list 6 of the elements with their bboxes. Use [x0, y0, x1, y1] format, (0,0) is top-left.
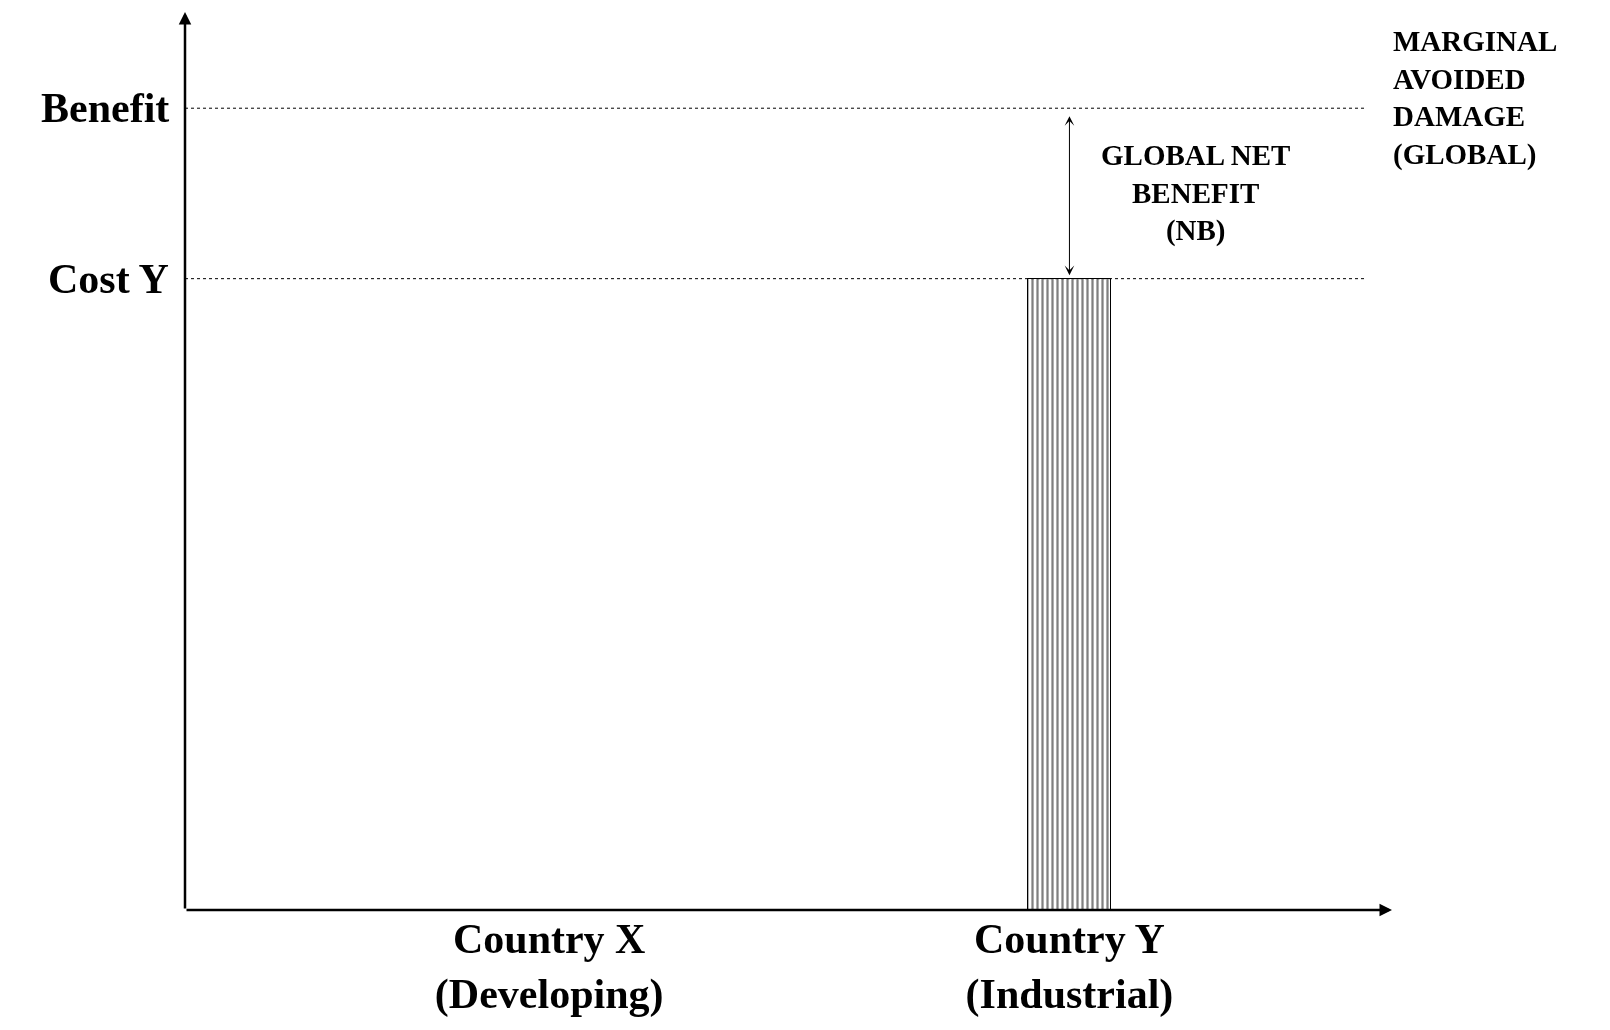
- x-tick-label: Country Y (Industrial): [965, 916, 1174, 1018]
- x-tick-label: Country X (Developing): [434, 916, 664, 1018]
- ref-line-label: Cost Y: [48, 256, 169, 302]
- text: MARGINAL AVOIDED DAMAGE (GLOBAL): [1393, 25, 1558, 172]
- text: GLOBAL NET BENEFIT (NB): [1101, 139, 1291, 248]
- ref-line-label: Benefit: [41, 85, 170, 131]
